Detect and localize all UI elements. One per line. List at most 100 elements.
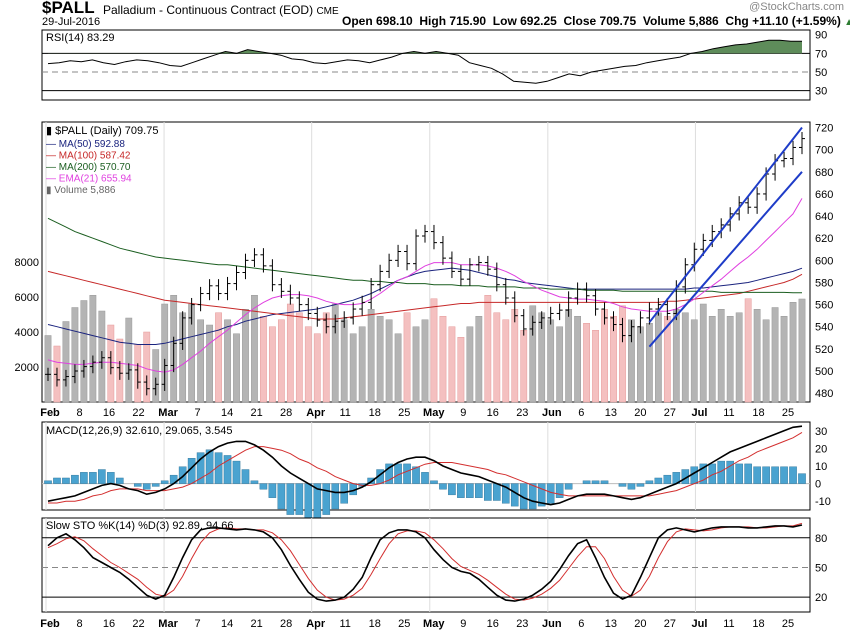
macd-histogram-bar: [663, 474, 672, 484]
ohlc-bar: [637, 311, 644, 334]
ohlc-bar: [439, 235, 446, 265]
symbol-title: $PALL: [42, 0, 95, 17]
ohlc-bar: [502, 278, 509, 305]
ohlc-bar: [457, 264, 464, 286]
macd-histogram-bar: [555, 483, 564, 498]
ohlc-bar: [511, 291, 518, 323]
price-tick-label: 700: [815, 145, 833, 157]
x-tick-label: Apr: [306, 407, 326, 419]
macd-histogram-bar: [331, 483, 340, 510]
ohlc-bar: [547, 306, 554, 325]
rsi-legend: RSI(14) 83.29: [46, 32, 114, 44]
sto-k-line: [47, 524, 803, 602]
contract-description: Palladium - Continuous Contract (EOD) CM…: [103, 3, 339, 17]
ohlc-bar: [493, 262, 500, 292]
macd-histogram-bar: [484, 483, 492, 501]
macd-legend: MACD(12,26,9) 32.610, 29.065, 3.545: [46, 425, 233, 437]
volume-bar: [89, 295, 97, 403]
price-tick-label: 540: [815, 322, 833, 334]
ma100-legend: — MA(100) 587.42: [46, 151, 131, 162]
price-tick-label: 600: [815, 255, 833, 267]
ohlc-bar: [781, 151, 788, 168]
ohlc-bar: [287, 284, 294, 305]
macd-histogram-bar: [133, 483, 142, 487]
macd-histogram-bar: [475, 483, 483, 498]
sto-tick-label: 50: [815, 562, 827, 574]
volume-tick-label: 4000: [15, 327, 39, 339]
price-tick-label: 640: [815, 211, 833, 223]
macd-histogram-bar: [771, 466, 779, 484]
macd-histogram-bar: [457, 483, 465, 498]
x-tick-label: 11: [339, 618, 350, 630]
high-label: High: [419, 14, 447, 28]
volume-bar: [502, 319, 510, 403]
ohlc-bar: [314, 306, 321, 327]
ohlc-bar: [45, 367, 51, 381]
macd-histogram-bar: [250, 480, 259, 484]
macd-histogram-bar: [62, 477, 70, 484]
ohlc-bar: [80, 359, 87, 378]
ohlc-bar: [251, 248, 258, 267]
macd-histogram-bar: [798, 473, 806, 484]
x-tick-label: Apr: [306, 618, 326, 630]
x-tick-label: 21: [251, 407, 263, 419]
open-label: Open: [342, 14, 373, 28]
volume-bar: [197, 319, 204, 403]
panel-frame-macd: [41, 421, 811, 511]
ohlc-bar: [161, 358, 168, 391]
volume-bar: [744, 298, 752, 403]
macd-histogram-bar: [510, 483, 519, 507]
price-legend-title: ▮ $PALL (Daily) 709.75: [46, 125, 158, 137]
volume-bar: [125, 317, 133, 403]
volume-bar: [430, 298, 438, 403]
volume-bar: [143, 331, 151, 403]
x-tick-label: 18: [752, 407, 764, 419]
macd-histogram-bar: [430, 480, 438, 484]
x-tick-label: 6: [578, 618, 584, 630]
volume-bar: [699, 303, 707, 403]
volume-bar: [735, 312, 743, 403]
volume-bar: [376, 316, 384, 403]
chg-value: +11.10 (+1.59%): [752, 14, 841, 28]
ohlc-bar: [224, 276, 231, 301]
macd-histogram-bar: [151, 483, 160, 487]
macd-histogram-bar: [116, 477, 124, 484]
ohlc-bar: [332, 314, 339, 334]
macd-histogram-bar: [789, 466, 797, 484]
x-tick-label: May: [423, 407, 445, 419]
price-tick-label: 500: [815, 366, 833, 378]
price-legend: ▮ $PALL (Daily) 709.75— MA(50) 592.88— M…: [46, 125, 158, 196]
price-tick-label: 480: [815, 388, 833, 400]
x-tick-label: 13: [605, 407, 617, 419]
volume-bar: [726, 316, 734, 403]
ohlc-bar: [170, 336, 177, 373]
volume-bar: [233, 333, 240, 403]
ohlc-bar: [610, 311, 617, 332]
ohlc-bar: [134, 363, 141, 389]
volume-bar: [80, 300, 88, 403]
volume-bar: [789, 302, 797, 403]
ohlc-bar: [745, 196, 752, 214]
ohlc-bar: [655, 297, 662, 316]
volume-value: 5,886: [688, 14, 719, 28]
macd-histogram-bar: [753, 466, 761, 484]
x-tick-label: 9: [460, 407, 466, 419]
macd-histogram-bar: [268, 483, 277, 498]
volume-bar: [394, 333, 402, 403]
description-text: Palladium - Continuous Contract (EOD): [103, 3, 314, 17]
macd-histogram-bar: [762, 466, 770, 484]
volume-bar: [511, 309, 519, 403]
ohlc-bar: [269, 259, 276, 292]
ohlc-bar: [583, 282, 590, 303]
volume-bar: [295, 312, 303, 403]
x-tick-label: 11: [723, 618, 734, 630]
macd-histogram-bar: [412, 466, 420, 484]
x-tick-label: 16: [103, 407, 115, 419]
macd-histogram-bar: [448, 483, 456, 496]
x-tick-label: 25: [398, 407, 410, 419]
rsi-overbought-fill: [48, 40, 802, 54]
close-value: 709.75: [599, 14, 637, 28]
macd-histogram-bar: [89, 472, 97, 484]
macd-histogram-bar: [223, 455, 232, 484]
